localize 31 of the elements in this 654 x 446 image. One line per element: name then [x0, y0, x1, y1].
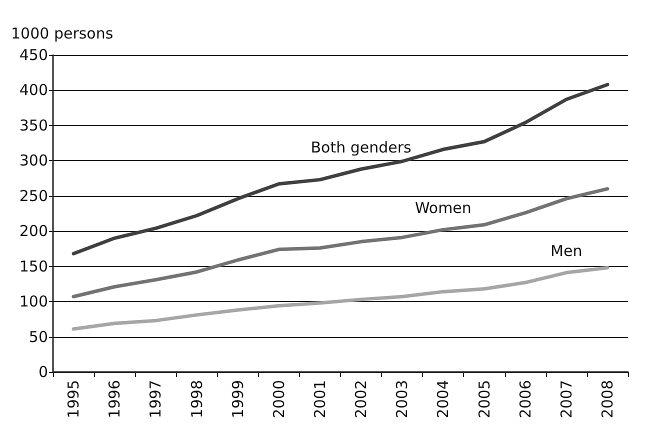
y-tick-label: 300	[19, 152, 48, 170]
x-tick-label: 1995	[64, 380, 83, 418]
x-tick-label: 2006	[516, 380, 534, 418]
x-tick-label: 1997	[146, 380, 165, 418]
y-tick-label: 200	[19, 222, 48, 240]
x-tick-label: 2001	[310, 380, 329, 418]
y-tick-label: 150	[19, 257, 48, 276]
series-label: Women	[414, 199, 472, 218]
x-tick-label: 1998	[188, 380, 206, 418]
y-axis-title: 1000 persons	[11, 24, 114, 42]
line-series	[72, 266, 610, 331]
y-tick-label: 0	[38, 363, 48, 381]
series-label: Both genders	[310, 138, 412, 157]
y-tick-label: 100	[19, 292, 48, 311]
y-tick-label: 250	[19, 186, 48, 205]
x-tick-label: 2007	[557, 380, 576, 418]
line-series	[72, 187, 610, 298]
x-tick-label: 2003	[393, 380, 412, 418]
series-label: Men	[550, 242, 582, 260]
y-tick-label: 350	[19, 116, 48, 134]
line-series	[72, 82, 610, 256]
x-tick-label: 2005	[475, 380, 494, 418]
y-tick-label: 400	[19, 81, 48, 100]
x-tick-label: 1996	[106, 380, 124, 418]
x-tick-label: 2000	[270, 380, 288, 418]
y-tick-label: 450	[19, 46, 48, 64]
x-tick-label: 1999	[228, 380, 247, 418]
x-tick-label: 2004	[434, 380, 452, 418]
x-tick-label: 2002	[352, 380, 370, 418]
x-tick-label: 2008	[598, 380, 616, 418]
y-tick-label: 50	[28, 328, 48, 346]
